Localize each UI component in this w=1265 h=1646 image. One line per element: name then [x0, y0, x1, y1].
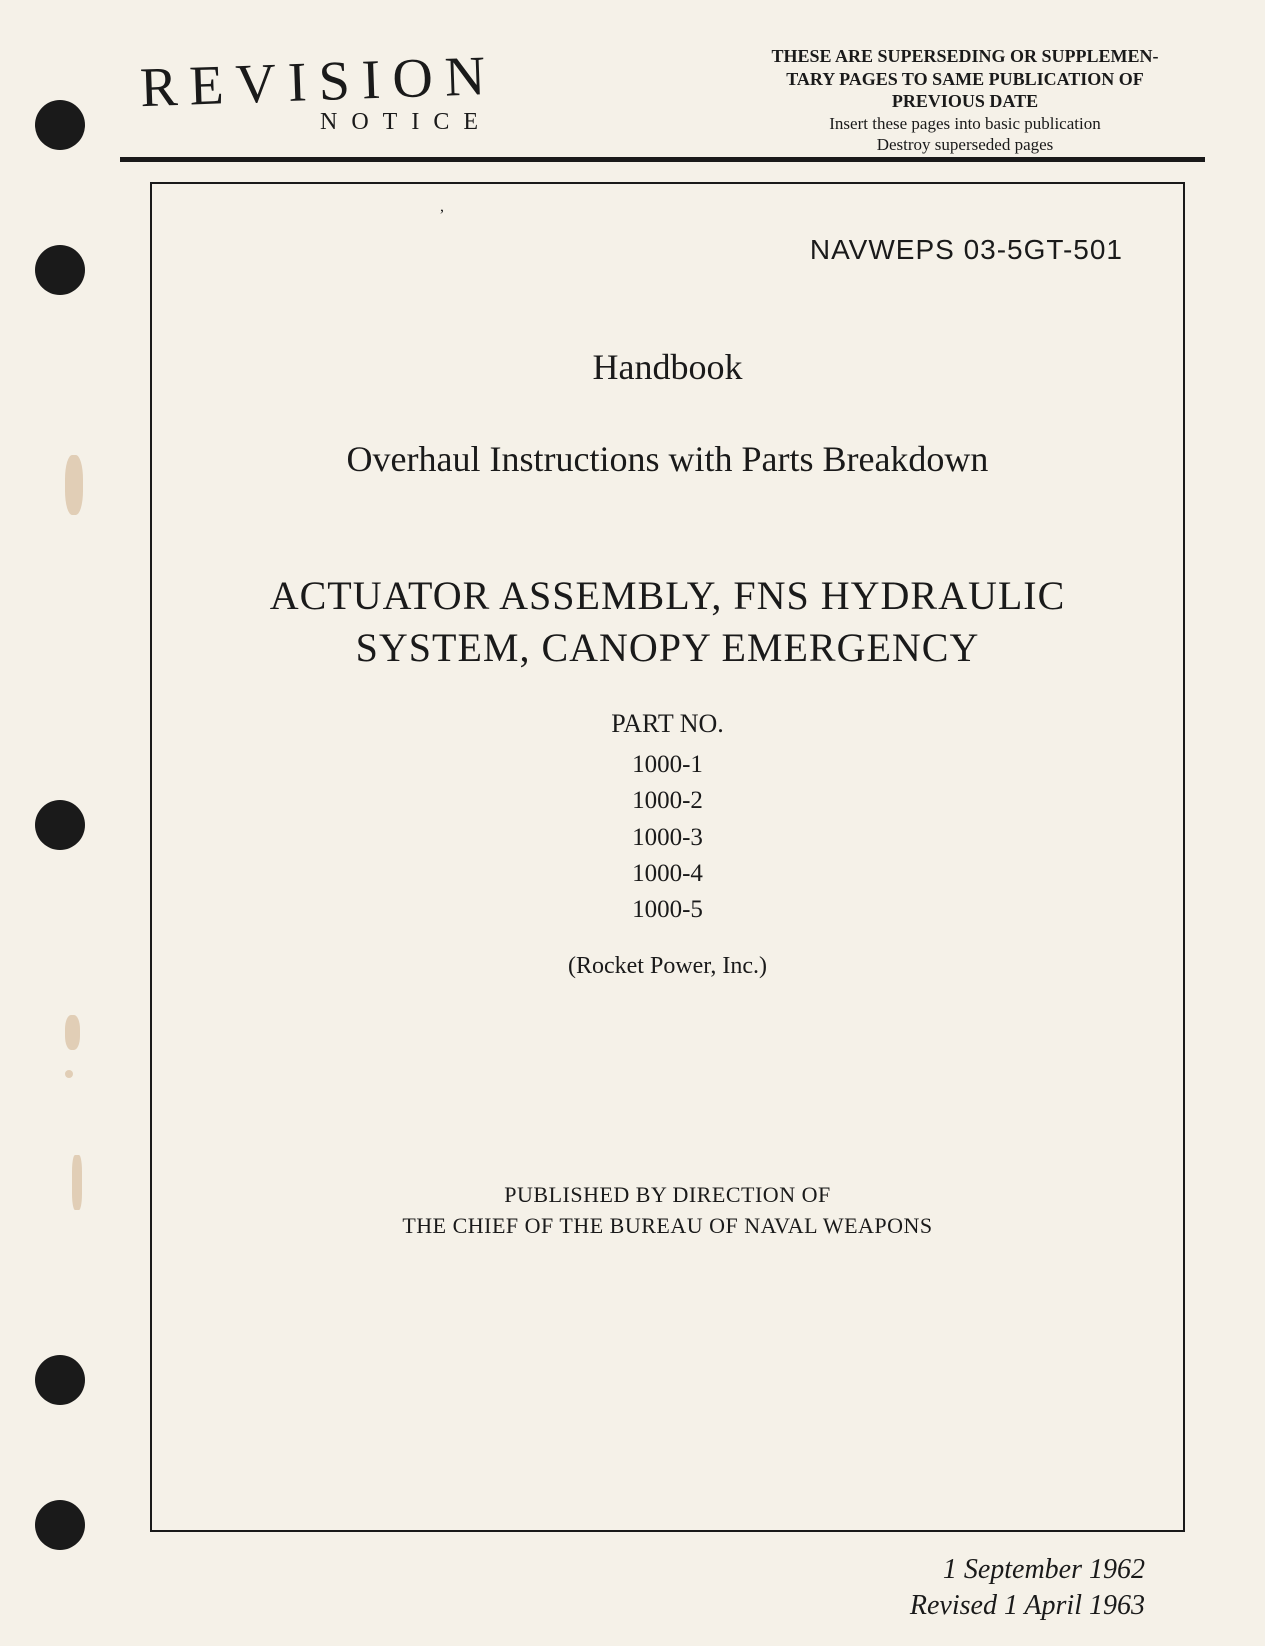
- hole-punch-icon: [35, 100, 85, 150]
- destroy-instruction: Destroy superseded pages: [725, 134, 1205, 155]
- part-number-item: 1000-5: [212, 892, 1123, 928]
- part-number-item: 1000-2: [212, 783, 1123, 819]
- title-line-1: ACTUATOR ASSEMBLY, FNS HYDRAULIC: [212, 570, 1123, 622]
- title-line-2: SYSTEM, CANOPY EMERGENCY: [212, 622, 1123, 674]
- published-line-1: PUBLISHED BY DIRECTION OF: [212, 1180, 1123, 1211]
- stain-mark: [72, 1155, 82, 1210]
- revision-title: REVISION: [139, 44, 498, 120]
- revision-left-block: REVISION NOTICE: [120, 40, 725, 136]
- hole-punch-icon: [35, 1355, 85, 1405]
- dates-block: 1 September 1962 Revised 1 April 1963: [120, 1552, 1145, 1625]
- hole-punch-icon: [35, 245, 85, 295]
- main-title: ACTUATOR ASSEMBLY, FNS HYDRAULIC SYSTEM,…: [212, 570, 1123, 674]
- stain-mark: [65, 1070, 73, 1078]
- part-number-item: 1000-4: [212, 856, 1123, 892]
- main-content-box: NAVWEPS 03-5GT-501 Handbook Overhaul Ins…: [150, 182, 1185, 1532]
- hole-punch-icon: [35, 1500, 85, 1550]
- revision-flex-container: REVISION NOTICE THESE ARE SUPERSEDING OR…: [120, 40, 1205, 162]
- document-number: NAVWEPS 03-5GT-501: [212, 234, 1123, 266]
- published-by: PUBLISHED BY DIRECTION OF THE CHIEF OF T…: [212, 1180, 1123, 1242]
- revision-date: Revised 1 April 1963: [120, 1588, 1145, 1624]
- part-number-item: 1000-3: [212, 820, 1123, 856]
- part-number-label: PART NO.: [212, 709, 1123, 739]
- supersede-text-2: TARY PAGES TO SAME PUBLICATION OF: [725, 68, 1205, 91]
- revision-right-block: THESE ARE SUPERSEDING OR SUPPLEMEN- TARY…: [725, 40, 1205, 155]
- supersede-text-1: THESE ARE SUPERSEDING OR SUPPLEMEN-: [725, 45, 1205, 68]
- handbook-label: Handbook: [212, 346, 1123, 388]
- part-numbers-list: 1000-1 1000-2 1000-3 1000-4 1000-5: [212, 747, 1123, 928]
- revision-notice: NOTICE: [320, 109, 725, 136]
- publication-date: 1 September 1962: [120, 1552, 1145, 1588]
- revision-header: REVISION NOTICE THESE ARE SUPERSEDING OR…: [120, 40, 1205, 162]
- company-name: (Rocket Power, Inc.): [212, 953, 1123, 980]
- stain-mark: [65, 1015, 80, 1050]
- published-line-2: THE CHIEF OF THE BUREAU OF NAVAL WEAPONS: [212, 1211, 1123, 1242]
- overhaul-title: Overhaul Instructions with Parts Breakdo…: [212, 438, 1123, 480]
- previous-date-text: PREVIOUS DATE: [725, 90, 1205, 113]
- hole-punch-icon: [35, 800, 85, 850]
- document-page: REVISION NOTICE THESE ARE SUPERSEDING OR…: [0, 0, 1265, 1646]
- part-number-item: 1000-1: [212, 747, 1123, 783]
- stain-mark: [65, 455, 83, 515]
- insert-instruction: Insert these pages into basic publicatio…: [725, 113, 1205, 134]
